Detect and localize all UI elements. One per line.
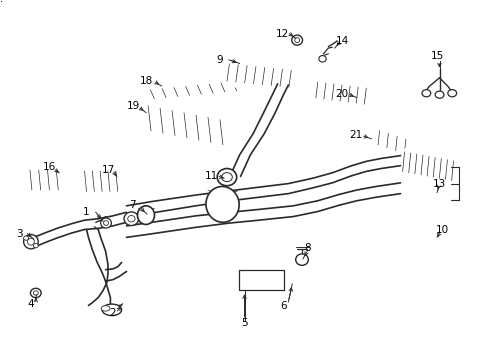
Ellipse shape	[294, 38, 299, 42]
Text: 18: 18	[139, 76, 152, 86]
Ellipse shape	[217, 168, 236, 186]
Text: 2: 2	[109, 308, 116, 318]
Ellipse shape	[318, 55, 325, 62]
Text: 19: 19	[126, 102, 140, 112]
Ellipse shape	[291, 35, 302, 45]
Ellipse shape	[434, 91, 443, 98]
Ellipse shape	[127, 216, 135, 222]
Polygon shape	[223, 48, 297, 89]
Text: 21: 21	[348, 130, 362, 140]
Text: 8: 8	[304, 243, 310, 253]
Polygon shape	[400, 136, 457, 183]
Polygon shape	[144, 79, 242, 101]
Polygon shape	[311, 67, 371, 105]
Ellipse shape	[30, 288, 41, 298]
Ellipse shape	[103, 221, 108, 225]
Text: 10: 10	[434, 225, 447, 235]
Polygon shape	[20, 166, 65, 194]
Polygon shape	[369, 124, 412, 148]
Text: 7: 7	[129, 200, 135, 210]
Ellipse shape	[137, 206, 154, 225]
Ellipse shape	[23, 234, 38, 249]
Text: 14: 14	[335, 36, 348, 46]
Text: 5: 5	[241, 319, 247, 328]
Text: 6: 6	[280, 301, 286, 311]
Ellipse shape	[102, 304, 122, 316]
Ellipse shape	[33, 243, 38, 248]
Text: 4: 4	[27, 299, 34, 309]
Ellipse shape	[23, 236, 28, 240]
Ellipse shape	[124, 212, 139, 226]
Text: 9: 9	[216, 55, 223, 65]
Ellipse shape	[295, 254, 308, 265]
Text: 17: 17	[101, 165, 114, 175]
Text: 16: 16	[43, 162, 56, 172]
Ellipse shape	[27, 238, 34, 245]
Text: 13: 13	[432, 179, 445, 189]
Text: 1: 1	[82, 207, 89, 217]
Text: 3: 3	[16, 229, 22, 239]
Ellipse shape	[101, 218, 111, 228]
Text: 20: 20	[335, 89, 348, 99]
Ellipse shape	[33, 291, 38, 295]
Ellipse shape	[421, 90, 430, 97]
Text: 11: 11	[204, 171, 218, 181]
Text: 15: 15	[430, 51, 443, 61]
Ellipse shape	[205, 186, 239, 222]
Ellipse shape	[447, 90, 456, 97]
Text: 12: 12	[275, 29, 288, 39]
Ellipse shape	[101, 306, 110, 311]
Polygon shape	[136, 98, 229, 139]
Ellipse shape	[221, 173, 232, 181]
Polygon shape	[76, 166, 126, 195]
